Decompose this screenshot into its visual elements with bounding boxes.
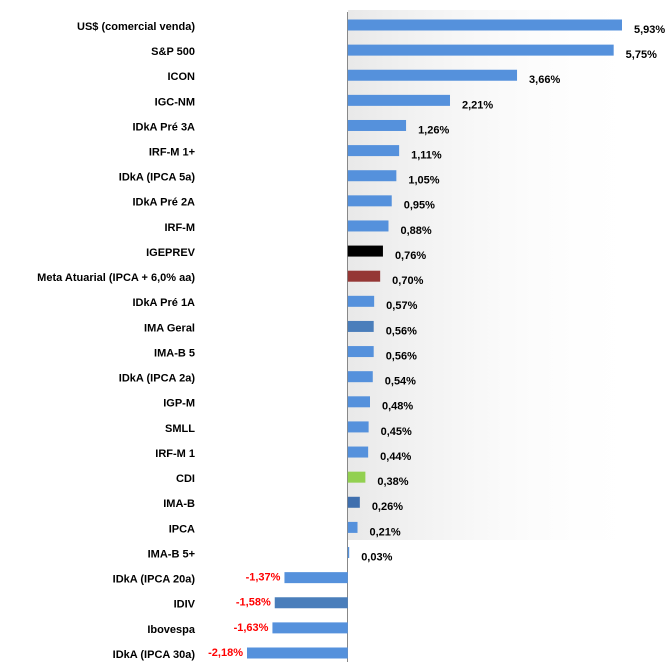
bar (347, 44, 614, 56)
bar (347, 119, 407, 131)
bar (347, 295, 375, 307)
bar (347, 170, 397, 182)
value-label: 1,11% (411, 150, 442, 162)
value-label: -1,58% (236, 597, 271, 609)
bar (347, 421, 369, 433)
category-label: IDIV (174, 599, 196, 611)
value-label: 0,03% (361, 551, 392, 563)
value-label: -2,18% (208, 647, 243, 659)
value-label: 0,44% (380, 451, 411, 463)
category-label: SMLL (165, 423, 195, 435)
category-label: IRF-M (164, 222, 195, 234)
category-label: IDkA Pré 1A (132, 297, 195, 309)
category-label: IMA Geral (144, 322, 195, 334)
value-label: 5,75% (626, 49, 657, 61)
value-label: 0,45% (381, 426, 412, 438)
bar (347, 220, 389, 232)
value-label: 0,95% (404, 200, 435, 212)
bar (347, 396, 370, 408)
value-label: -1,37% (246, 572, 281, 584)
value-label: 0,88% (400, 225, 431, 237)
category-label: US$ (comercial venda) (77, 21, 195, 33)
category-label: IDkA (IPCA 2a) (119, 373, 196, 385)
category-label: Meta Atuarial (IPCA + 6,0% aa) (37, 272, 195, 284)
category-label: IRF-M 1+ (149, 147, 195, 159)
bar (347, 69, 518, 81)
bar (347, 471, 366, 483)
category-label: IPCA (169, 523, 195, 535)
category-label: IDkA (IPCA 20a) (113, 574, 196, 586)
value-label: 0,54% (385, 376, 416, 388)
bar (347, 320, 374, 332)
bar (347, 521, 358, 533)
category-label: IMA-B 5 (154, 347, 195, 359)
bar (347, 195, 392, 207)
category-label: IDkA (IPCA 5a) (119, 172, 196, 184)
category-label: ICON (168, 71, 196, 83)
bar (347, 371, 373, 383)
value-label: 0,48% (382, 401, 413, 413)
category-label: IGEPREV (146, 247, 196, 259)
category-label: S&P 500 (151, 46, 195, 58)
category-label: IGC-NM (155, 96, 195, 108)
bar (274, 597, 348, 609)
value-label: 0,38% (377, 476, 408, 488)
category-label: IMA-B (163, 498, 195, 510)
bar (272, 622, 348, 634)
value-label: 3,66% (529, 74, 560, 86)
bar (347, 496, 360, 508)
value-label: 1,05% (408, 175, 439, 187)
category-label: IRF-M 1 (155, 448, 195, 460)
value-label: 0,76% (395, 250, 426, 262)
value-label: 0,21% (370, 526, 401, 538)
value-label: 0,56% (386, 350, 417, 362)
bar (347, 94, 450, 106)
category-label: IMA-B 5+ (148, 548, 195, 560)
category-label: CDI (176, 473, 195, 485)
category-label: IDkA (IPCA 30a) (113, 649, 196, 661)
category-label: Ibovespa (147, 624, 196, 636)
bar (347, 446, 369, 458)
bar (347, 270, 381, 282)
bar (347, 245, 383, 257)
value-label: 0,57% (386, 300, 417, 312)
bar (347, 547, 350, 559)
bar (247, 647, 348, 659)
category-label: IDkA Pré 3A (132, 121, 195, 133)
value-label: 0,26% (372, 501, 403, 513)
value-label: 5,93% (634, 24, 665, 36)
category-label: IDkA Pré 2A (132, 197, 195, 209)
value-label: 2,21% (462, 99, 493, 111)
value-label: -1,63% (234, 622, 269, 634)
bar (284, 572, 348, 584)
bar (347, 346, 374, 358)
value-label: 0,56% (386, 325, 417, 337)
value-label: 0,70% (392, 275, 423, 287)
bar (347, 145, 400, 157)
bar (347, 19, 622, 31)
value-label: 1,26% (418, 124, 449, 136)
category-label: IGP-M (163, 398, 195, 410)
